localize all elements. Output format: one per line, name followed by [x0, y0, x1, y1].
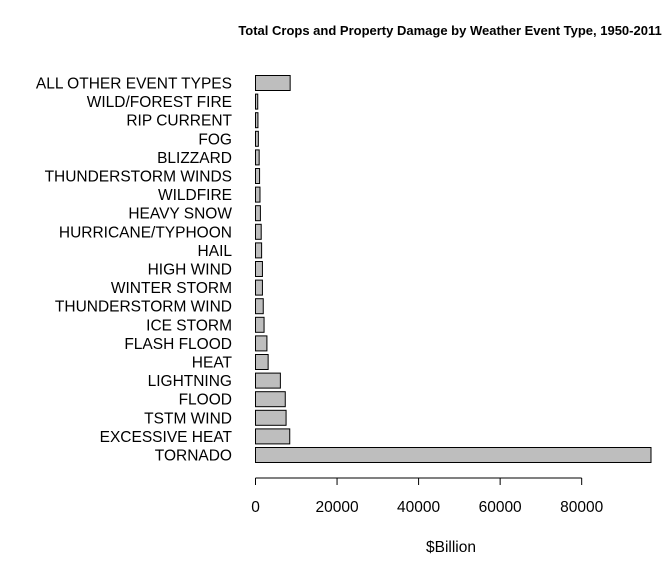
bar [255, 261, 263, 277]
category-label: ICE STORM [146, 317, 232, 334]
bar [255, 242, 263, 259]
category-label: TSTM WIND [144, 410, 232, 427]
category-label: WINTER STORM [111, 280, 232, 297]
category-label: HIGH WIND [148, 262, 232, 279]
category-label: HEAT [192, 355, 233, 372]
category-label: HURRICANE/TYPHOON [59, 224, 232, 241]
category-label: FLOOD [179, 392, 232, 409]
bar [255, 223, 262, 240]
x-tick-label: 0 [251, 499, 260, 516]
category-label: LIGHTNING [148, 373, 232, 390]
category-label: HEAVY SNOW [128, 206, 232, 223]
category-label: FOG [198, 131, 232, 148]
bar [255, 391, 286, 408]
bar [255, 447, 652, 463]
category-label: THUNDERSTORM WIND [55, 299, 232, 316]
bar [255, 205, 261, 222]
category-label: THUNDERSTORM WINDS [45, 169, 232, 186]
x-tick-label: 60000 [479, 499, 522, 516]
bar [255, 130, 259, 147]
bar [255, 335, 268, 352]
category-label: RIP CURRENT [126, 113, 232, 130]
bar [255, 112, 259, 129]
bar [255, 298, 264, 315]
x-axis-label: $Billion [426, 539, 476, 556]
bar [255, 372, 281, 389]
bar [255, 168, 261, 184]
category-label: ALL OTHER EVENT TYPES [36, 76, 232, 93]
bar [255, 186, 261, 203]
bar [255, 93, 259, 110]
x-tick-label: 40000 [397, 499, 440, 516]
x-tick-label: 80000 [560, 499, 603, 516]
category-label: WILDFIRE [158, 187, 232, 204]
bar [255, 149, 260, 166]
bar [255, 279, 263, 296]
category-label: FLASH FLOOD [124, 336, 232, 353]
bar [255, 316, 265, 333]
bar [255, 354, 269, 370]
bar [255, 409, 287, 426]
chart-title: Total Crops and Property Damage by Weath… [238, 23, 661, 38]
x-axis: 0 20000 40000 60000 80000 [251, 477, 604, 516]
category-label: BLIZZARD [157, 150, 232, 167]
x-tick-label: 20000 [315, 499, 358, 516]
bar [255, 428, 291, 445]
bars-group [255, 75, 652, 463]
category-label: TORNADO [155, 448, 232, 465]
category-label: WILD/FOREST FIRE [87, 94, 232, 111]
category-label: EXCESSIVE HEAT [100, 429, 233, 446]
category-label: HAIL [198, 243, 233, 260]
bar [255, 75, 291, 91]
